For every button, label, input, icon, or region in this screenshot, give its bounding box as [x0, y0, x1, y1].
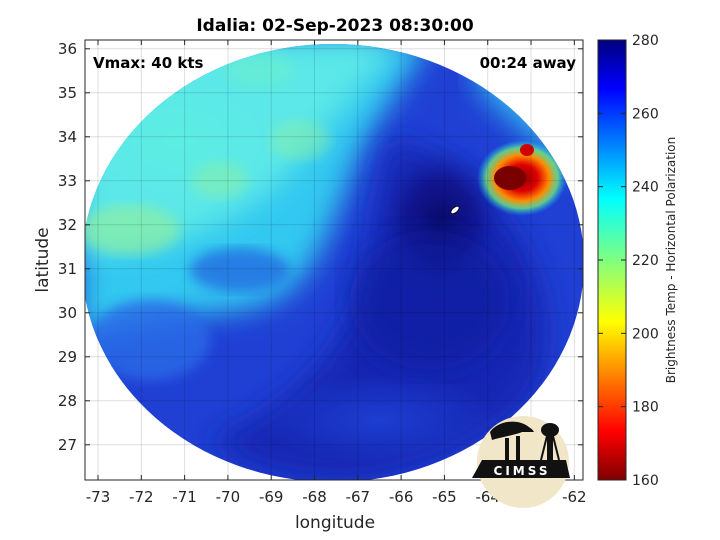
- chart-title: Idalia: 02-Sep-2023 08:30:00: [196, 16, 473, 36]
- x-tick-label: -62: [562, 488, 587, 506]
- colorbar-tick-label: 220: [632, 253, 659, 269]
- vmax-annotation: Vmax: 40 kts: [93, 54, 203, 72]
- x-tick-label: -73: [86, 488, 111, 506]
- axes-box: [84, 39, 584, 481]
- y-tick-label: 29: [58, 348, 77, 366]
- x-tick-label: -68: [302, 488, 327, 506]
- y-tick-label: 36: [58, 40, 77, 58]
- time-away-annotation: 00:24 away: [480, 54, 577, 72]
- x-tick-label: -69: [259, 488, 284, 506]
- logo-text: CIMSS: [494, 464, 551, 478]
- colorbar-tick-label: 240: [632, 180, 659, 196]
- colorbar-tick-label: 160: [632, 473, 659, 489]
- y-tick-label: 33: [58, 172, 77, 190]
- y-tick-label: 35: [58, 84, 77, 102]
- y-axis-ticks: 27 28 29 30 31 32 33 34 35 36: [58, 40, 583, 454]
- x-tick-label: -71: [172, 488, 197, 506]
- y-tick-label: 32: [58, 216, 77, 234]
- grid-lines: [85, 40, 583, 480]
- colorbar-ticks: 280 260 240 220 200 180 160: [598, 33, 659, 489]
- x-tick-label: -70: [216, 488, 241, 506]
- y-tick-label: 27: [58, 436, 77, 454]
- storm-center-marker: [450, 205, 460, 215]
- x-axis-label: longitude: [295, 513, 375, 533]
- colorbar-tick-label: 260: [632, 106, 659, 122]
- x-tick-label: -65: [432, 488, 457, 506]
- x-tick-label: -72: [129, 488, 154, 506]
- colorbar-tick-label: 200: [632, 326, 659, 342]
- y-tick-label: 28: [58, 392, 77, 410]
- cimss-logo: CIMSS: [472, 416, 570, 508]
- x-tick-label: -67: [346, 488, 371, 506]
- colorbar-label: Brightness Temp - Horizontal Polarizatio…: [664, 137, 678, 384]
- y-axis-label: latitude: [33, 227, 53, 292]
- y-tick-label: 30: [58, 304, 77, 322]
- colorbar-tick-label: 180: [632, 400, 659, 416]
- y-tick-label: 34: [58, 128, 77, 146]
- x-tick-label: -66: [389, 488, 414, 506]
- colorbar-tick-label: 280: [632, 33, 659, 49]
- y-tick-label: 31: [58, 260, 77, 278]
